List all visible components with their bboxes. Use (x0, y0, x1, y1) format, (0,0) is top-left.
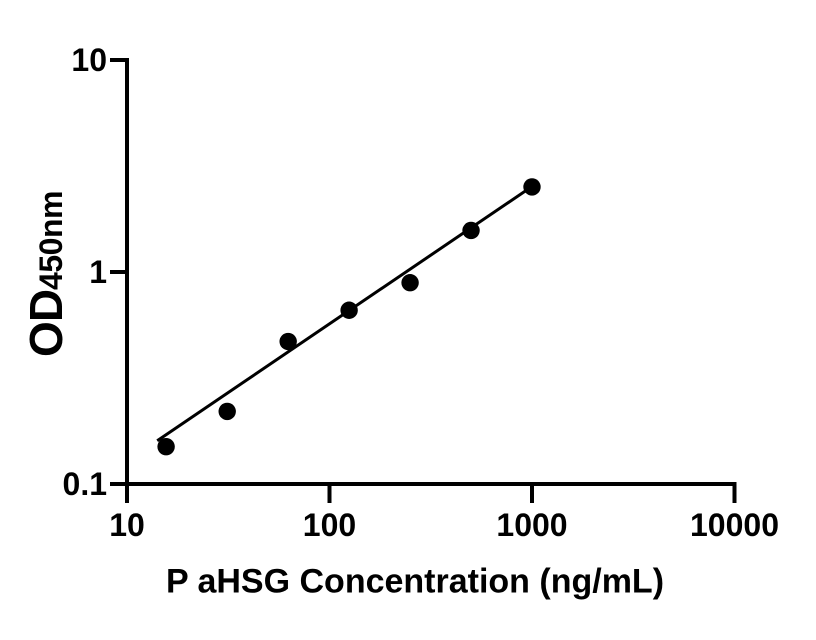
x-tick-label: 10 (109, 507, 145, 543)
data-point (157, 437, 175, 456)
y-axis-title: OD450nm (19, 191, 73, 357)
y-axis-title-subscript: 450nm (33, 191, 69, 290)
y-tick-label: 1 (89, 254, 107, 290)
x-tick-label: 1000 (496, 507, 567, 543)
data-point (218, 402, 236, 421)
y-tick-label: 0.1 (63, 466, 107, 502)
data-point (523, 178, 541, 196)
y-axis-title-main: OD (20, 289, 72, 357)
y-tick-label: 10 (71, 42, 107, 78)
x-tick-label: 100 (303, 507, 356, 543)
x-tick-label: 10000 (690, 507, 779, 543)
data-point (462, 221, 480, 240)
x-axis-title: P aHSG Concentration (ng/mL) (165, 562, 665, 601)
data-point (279, 332, 297, 351)
data-point (401, 274, 419, 292)
data-point (340, 301, 358, 319)
